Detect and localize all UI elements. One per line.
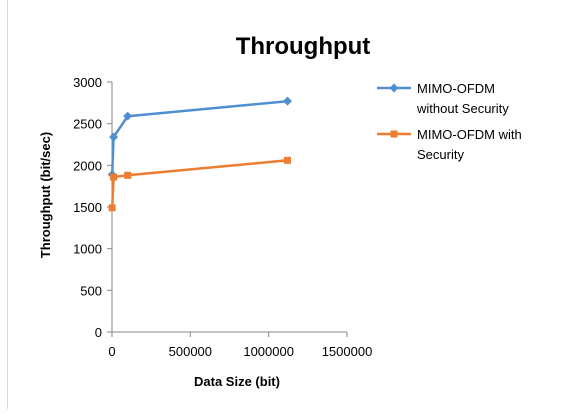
- legend-label: MIMO-OFDM: [417, 81, 495, 96]
- series-line: [110, 159, 288, 208]
- y-tick-label: 1000: [73, 242, 102, 257]
- series-1: [107, 96, 292, 179]
- y-tick-label: 2000: [73, 158, 102, 173]
- y-tick-label: 2500: [73, 117, 102, 132]
- y-tick-label: 3000: [73, 75, 102, 90]
- legend-label: Security: [417, 147, 464, 162]
- legend-label: without Security: [416, 101, 509, 116]
- x-tick-label: 1500000: [322, 344, 373, 359]
- legend-entry-2: MIMO-OFDM with Security: [377, 127, 522, 162]
- data-point: [110, 173, 118, 181]
- series-layer: [107, 96, 292, 212]
- throughput-chart: Throughput Throughput (bit/sec) Data Siz…: [38, 33, 522, 389]
- x-tick-label: 500000: [169, 344, 212, 359]
- x-tick-label: 1000000: [243, 344, 294, 359]
- legend-entry-1: MIMO-OFDM without Security: [377, 81, 509, 116]
- data-point: [109, 132, 119, 142]
- data-point: [124, 171, 132, 179]
- legend-label: MIMO-OFDM with: [417, 127, 522, 142]
- legend-marker: [390, 130, 398, 138]
- legend: MIMO-OFDM without Security MIMO-OFDM with S…: [377, 81, 522, 162]
- y-axis-label: Throughput (bit/sec): [38, 132, 53, 258]
- data-point: [282, 96, 292, 106]
- data-point: [283, 156, 291, 164]
- chart-title: Throughput: [236, 33, 371, 60]
- data-point: [108, 204, 116, 212]
- series-line: [110, 99, 288, 175]
- axes: 0 500 1000 1500 2000 2500 3000 0 500000 1000000 15…: [73, 75, 372, 359]
- data-point: [123, 111, 133, 121]
- y-tick-label: 1500: [73, 200, 102, 215]
- y-tick-label: 500: [80, 283, 102, 298]
- y-tick-label: 0: [95, 325, 102, 340]
- x-axis-label: Data Size (bit): [194, 374, 280, 389]
- chart-frame: Throughput Throughput (bit/sec) Data Siz…: [7, 0, 586, 409]
- legend-marker: [389, 83, 399, 93]
- x-tick-label: 0: [108, 344, 115, 359]
- series-2: [108, 156, 291, 212]
